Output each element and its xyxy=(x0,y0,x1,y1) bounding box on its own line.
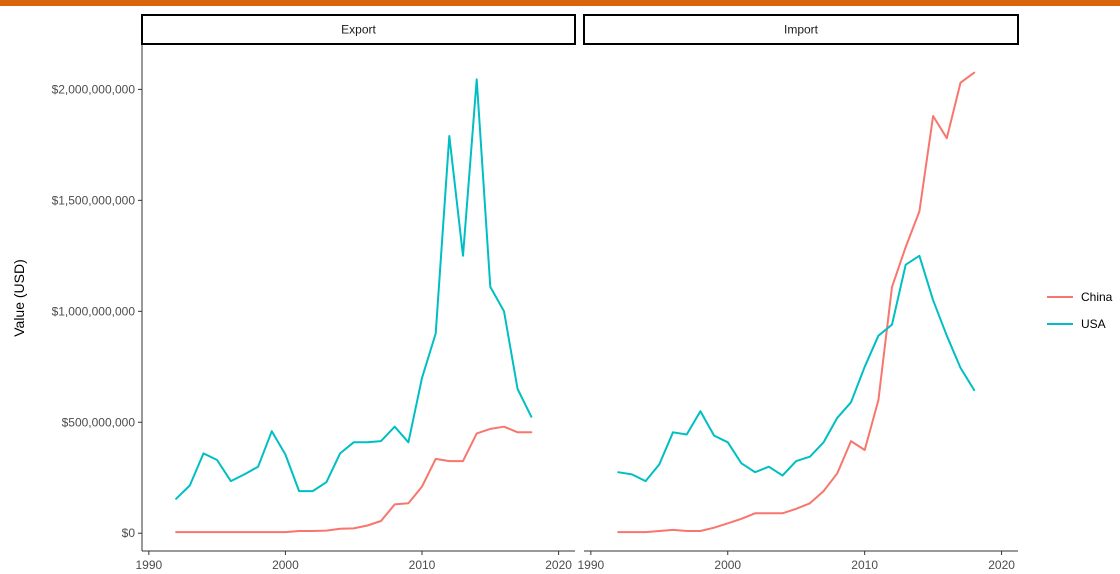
series-line-china-export xyxy=(175,425,533,534)
x-tick-label: 1990 xyxy=(577,558,604,572)
legend-item-china: China xyxy=(1047,290,1113,304)
y-tick-label: $1,500,000,000 xyxy=(52,193,136,207)
panel-import: Import 1990 2000 2010 2020 xyxy=(577,14,1019,572)
series-line-usa-export xyxy=(175,78,533,500)
legend-label: China xyxy=(1081,290,1113,304)
facet-strip xyxy=(141,14,576,45)
y-tick-label: $500,000,000 xyxy=(62,415,136,429)
x-tick-label: 1990 xyxy=(135,558,162,572)
facet-strip-label: Export xyxy=(341,23,376,37)
y-axis-title: Value (USD) xyxy=(11,259,27,337)
x-tick-label: 2000 xyxy=(272,558,299,572)
y-axis: $0 $500,000,000 $1,000,000,000 $1,500,000,0… xyxy=(52,45,143,551)
x-tick-label: 2010 xyxy=(409,558,436,572)
x-tick-label: 2010 xyxy=(851,558,878,572)
y-axis-title-group: Value (USD) xyxy=(11,259,27,337)
top-accent-bar xyxy=(0,0,1120,6)
x-tick-label: 2020 xyxy=(988,558,1015,572)
x-tick-label: 2000 xyxy=(714,558,741,572)
legend-label: USA xyxy=(1081,317,1106,331)
y-tick-label: $1,000,000,000 xyxy=(52,304,136,318)
y-tick-label: $2,000,000,000 xyxy=(52,82,136,96)
panels: Export 1990 2000 2010 2020 Import 1990 2000 2010… xyxy=(135,14,1019,572)
x-tick-label: 2020 xyxy=(545,558,572,572)
legend-item-usa: USA xyxy=(1047,317,1106,331)
legend: China USA xyxy=(1047,290,1113,331)
series-line-usa-import xyxy=(617,254,976,483)
y-tick-label: $0 xyxy=(122,526,136,540)
panel-export: Export 1990 2000 2010 2020 xyxy=(135,14,576,572)
facet-strip xyxy=(583,14,1019,45)
series-line-china-import xyxy=(617,71,976,534)
facet-strip-label: Import xyxy=(784,23,819,37)
